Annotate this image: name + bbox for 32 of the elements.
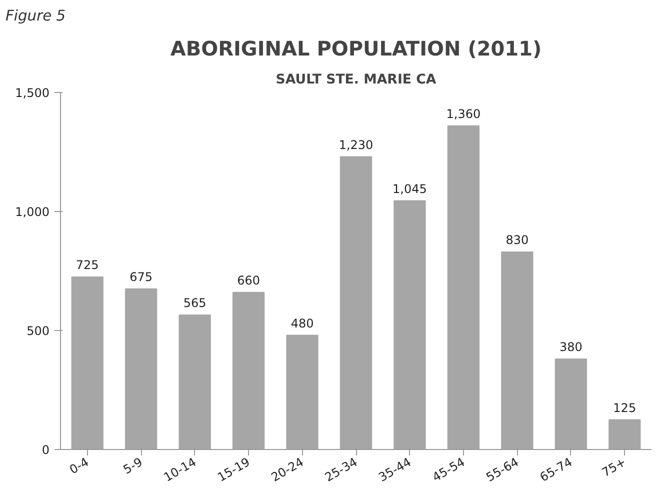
data-label: 675 [130,270,153,284]
x-tick-label: 5-9 [120,454,145,477]
bar [501,251,534,450]
data-label: 1,360 [446,106,481,121]
caption: Figure 5 [6,8,66,24]
y-tick-label: 500 [26,324,50,338]
data-label: 830 [506,232,529,247]
data-label: 1,045 [392,182,427,196]
data-label: 1,230 [338,138,374,152]
bar [178,314,211,450]
data-label: 380 [559,340,582,354]
chart-subtitle: SAULT STE. MARIE CA [276,72,437,88]
bar [394,200,426,450]
bar [340,156,372,450]
bar [286,334,318,450]
data-label: 480 [290,316,314,330]
x-tick-label: 0-4 [67,454,92,477]
y-tick-label: 0 [42,443,50,457]
data-label: 725 [76,258,99,272]
bar [71,276,104,450]
bar [125,288,158,450]
bar [447,125,480,450]
bar [608,419,641,450]
y-tick-label: 1,500 [15,86,50,100]
data-label: 660 [237,273,260,288]
x-tick-label: 75+ [599,454,628,480]
y-tick-label: 1,000 [15,205,50,219]
bar [232,292,265,450]
chart-title: ABORIGINAL POPULATION (2011) [170,36,542,60]
data-label: 565 [183,296,206,310]
data-label: 125 [613,400,636,415]
bar [554,358,587,450]
